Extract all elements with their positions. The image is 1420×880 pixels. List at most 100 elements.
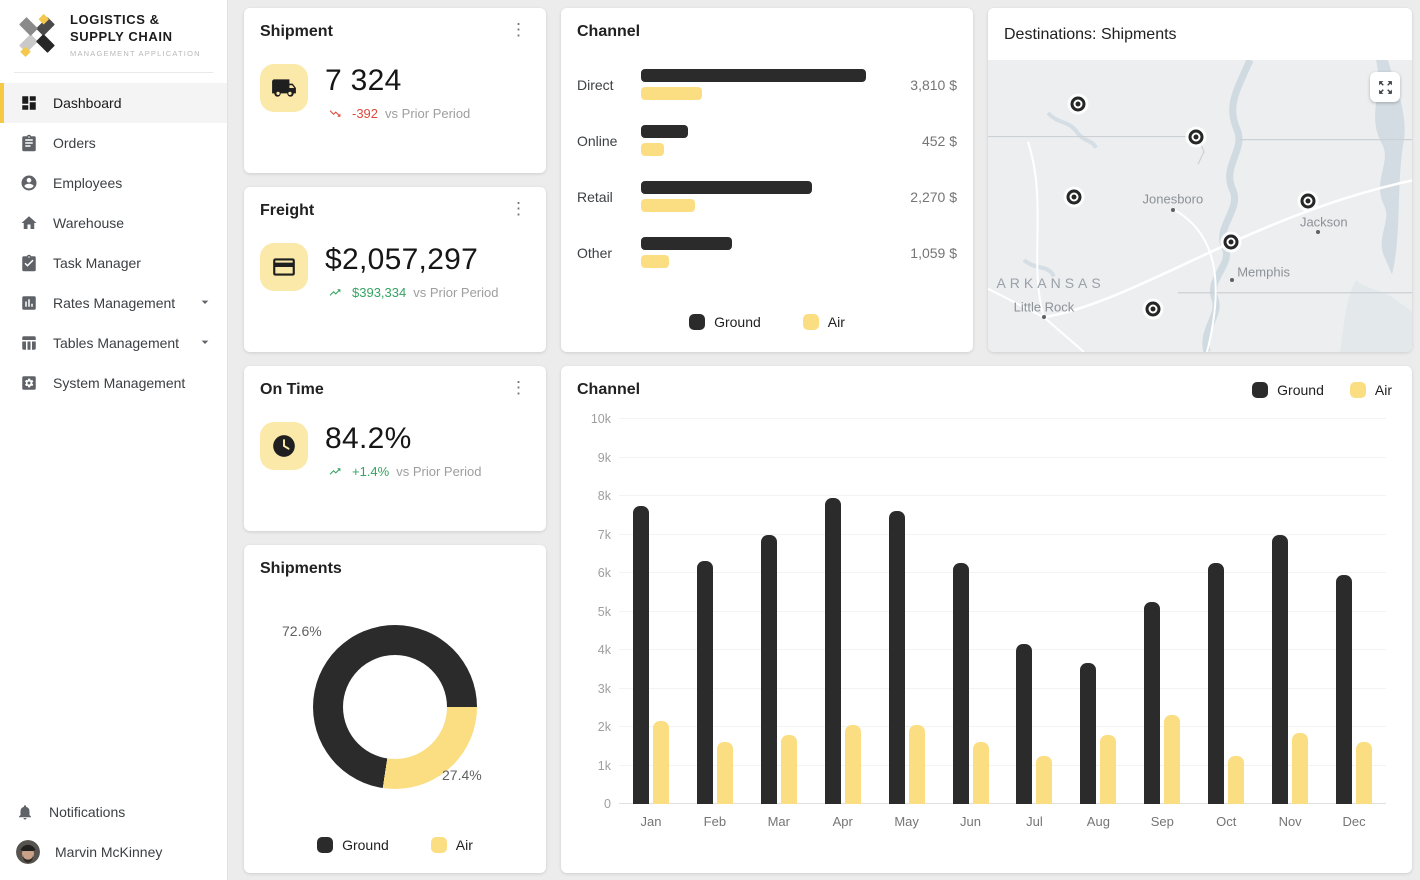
ground-bar[interactable] (1144, 601, 1161, 804)
channel-hbar-title: Channel (577, 23, 641, 40)
gridline (619, 803, 1386, 804)
sidebar-divider (14, 72, 213, 73)
ground-bar[interactable] (1080, 663, 1097, 804)
air-bar[interactable] (1228, 755, 1245, 804)
air-bar[interactable] (641, 143, 665, 156)
gridline (619, 649, 1386, 650)
chevron-down-icon[interactable] (197, 294, 213, 313)
air-bar[interactable] (716, 742, 733, 804)
ground-bar[interactable] (1208, 563, 1225, 804)
ground-bar[interactable] (641, 125, 688, 138)
shipment-destination-marker[interactable] (1223, 234, 1239, 250)
warehouse-icon (21, 216, 37, 229)
kpi-column-bottom: On Time ⋮ 84.2% +1.4% vs Prior Period (244, 366, 546, 873)
more-options-icon[interactable]: ⋮ (510, 199, 527, 218)
legend-item-ground[interactable]: Ground (1252, 382, 1324, 398)
ground-bar[interactable] (641, 69, 866, 82)
y-tick-label: 9k (597, 450, 611, 465)
more-options-icon[interactable]: ⋮ (510, 20, 527, 39)
legend-item-ground[interactable]: Ground (317, 837, 389, 853)
map-canvas[interactable]: Jonesboro Jackson Memphis ARKANSAS Little Ro… (988, 60, 1412, 352)
sidebar-item-orders[interactable]: Orders (0, 123, 227, 163)
sidebar-item-tables-management[interactable]: Tables Management (0, 323, 227, 363)
chevron-down-icon[interactable] (197, 334, 213, 353)
ground-bar[interactable] (632, 505, 649, 804)
rates-icon (22, 296, 36, 310)
shipment-destination-marker[interactable] (1066, 189, 1082, 205)
on-time-value: 84.2% (325, 422, 412, 455)
y-tick-label: 2k (597, 720, 611, 734)
shipment-destination-marker[interactable] (1300, 193, 1316, 209)
brand-name: LOGISTICS & SUPPLY CHAIN (70, 12, 173, 44)
map-city-dot (1170, 208, 1175, 213)
legend-item-ground[interactable]: Ground (689, 314, 761, 330)
air-bar[interactable] (780, 734, 797, 804)
air-bar[interactable] (641, 199, 695, 212)
air-bar[interactable] (652, 721, 669, 804)
ground-bar[interactable] (760, 534, 777, 804)
shipments-donut-chart[interactable] (313, 625, 477, 789)
sidebar-item-label: System Management (53, 375, 186, 391)
air-bar[interactable] (1036, 755, 1053, 804)
more-options-icon[interactable]: ⋮ (510, 378, 527, 397)
y-tick-label: 7k (597, 527, 611, 542)
air-bar[interactable] (1100, 734, 1117, 804)
shipment-destination-marker[interactable] (1188, 129, 1204, 144)
legend-item-air[interactable]: Air (1349, 382, 1392, 398)
map-fullscreen-button[interactable] (1370, 72, 1400, 102)
shipment-card: Shipment ⋮ 7 324 -392 vs Prior Period (244, 8, 546, 173)
ground-bar[interactable] (696, 561, 713, 804)
ground-bar[interactable] (1336, 574, 1353, 804)
bar-group-apr (824, 419, 861, 804)
sidebar-item-warehouse[interactable]: Warehouse (0, 203, 227, 243)
air-bar[interactable] (1164, 715, 1181, 804)
sidebar-item-label: Tables Management (53, 335, 180, 351)
map-city-dot (1315, 230, 1320, 235)
bar-group-oct (1208, 419, 1245, 804)
gridline (619, 456, 1386, 458)
chevron-down-icon (201, 340, 209, 344)
sidebar-item-rates-management[interactable]: Rates Management (0, 283, 227, 323)
ground-bar[interactable] (952, 563, 969, 804)
shipments-donut-legend: Ground Air (244, 837, 546, 853)
clock-icon (260, 422, 308, 470)
legend-item-air[interactable]: Air (802, 314, 845, 330)
ground-bar[interactable] (1272, 534, 1289, 804)
hbar-category-label: Direct (577, 76, 614, 93)
orders-icon (22, 134, 36, 152)
air-bar[interactable] (1292, 732, 1309, 804)
ground-bar[interactable] (641, 237, 733, 250)
sidebar-item-system-management[interactable]: System Management (0, 363, 227, 403)
trending-down-icon (329, 110, 341, 117)
bar-group-may (888, 419, 925, 804)
task-manager-icon (22, 254, 36, 272)
shipment-destination-marker[interactable] (1070, 96, 1086, 112)
ground-bar[interactable] (888, 511, 905, 804)
air-bar[interactable] (1356, 742, 1373, 804)
legend-swatch (689, 314, 706, 330)
air-bar[interactable] (844, 725, 861, 804)
x-tick-label: Feb (703, 814, 727, 829)
shipment-destination-marker[interactable] (1145, 301, 1161, 317)
on-time-card-title: On Time (260, 381, 324, 398)
air-bar[interactable] (908, 725, 925, 804)
ground-bar[interactable] (1016, 644, 1033, 804)
hbar-category-label: Other (577, 244, 613, 261)
sidebar-item-task-manager[interactable]: Task Manager (0, 243, 227, 283)
shipment-card-title: Shipment (260, 23, 333, 40)
ground-bar[interactable] (641, 181, 812, 194)
air-bar[interactable] (972, 742, 989, 804)
air-bar[interactable] (641, 87, 702, 100)
x-tick-label: Dec (1342, 814, 1366, 829)
sidebar-item-dashboard[interactable]: Dashboard (0, 83, 227, 123)
legend-label: Air (1374, 382, 1392, 398)
hbar-row-online: Online 452 $ (577, 125, 957, 156)
gridline (619, 495, 1386, 496)
sidebar-item-employees[interactable]: Employees (0, 163, 227, 203)
trending-up-icon (329, 289, 341, 296)
air-bar[interactable] (641, 255, 670, 268)
legend-item-air[interactable]: Air (430, 837, 473, 853)
user-menu[interactable]: Marvin McKinney (0, 832, 227, 872)
notifications-button[interactable]: Notifications (0, 792, 227, 832)
ground-bar[interactable] (824, 497, 841, 804)
